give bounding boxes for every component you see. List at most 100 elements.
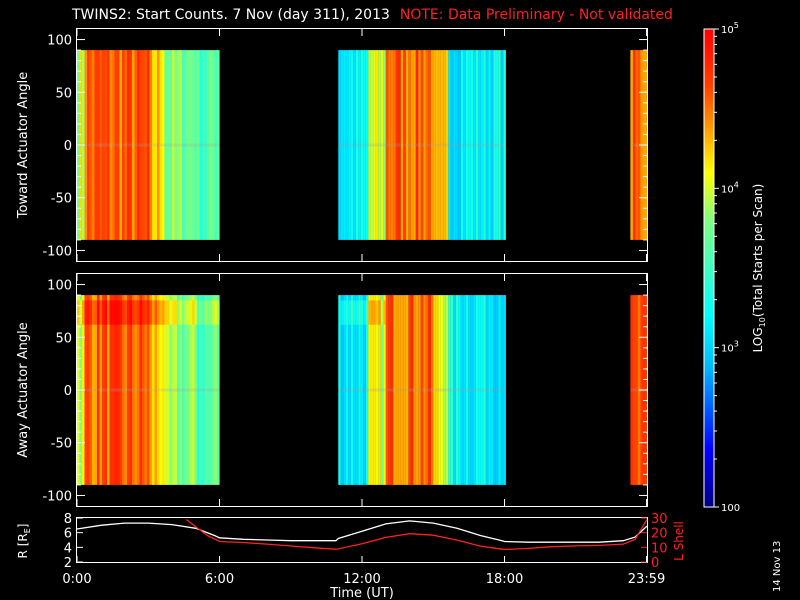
heat-column (385, 50, 389, 240)
heat-column (109, 295, 113, 485)
heat-column (122, 50, 125, 240)
heat-column (423, 295, 426, 485)
heat-band (167, 300, 170, 325)
heat-column (405, 50, 409, 240)
heat-column (455, 50, 459, 240)
heat-column (162, 295, 165, 485)
heat-band (104, 300, 108, 325)
heat-column (132, 50, 135, 240)
colorbar-tick-label: 103 (721, 340, 739, 355)
heat-band (92, 300, 95, 325)
heat-column (162, 50, 165, 240)
heat-band (134, 300, 138, 325)
heat-column (184, 295, 188, 485)
heat-column (104, 50, 108, 240)
heat-band (77, 300, 80, 325)
toward-y-axis: 100 50 0 -50 -100 (42, 29, 648, 261)
heat-band (132, 300, 135, 325)
heat-column (418, 50, 421, 240)
heat-column (117, 295, 120, 485)
heat-column (400, 295, 404, 485)
heat-column (440, 295, 444, 485)
heat-zero-line (630, 143, 647, 147)
heat-column (443, 295, 446, 485)
heat-band (89, 300, 93, 325)
x-tick-label: 12:00 (343, 572, 380, 587)
heat-column (450, 295, 454, 485)
right-y-tick-label: 10 (651, 541, 668, 556)
heat-column (164, 50, 168, 240)
heat-column (498, 50, 501, 240)
heat-column (124, 50, 128, 240)
x-tick-label: 18:00 (486, 572, 523, 587)
heat-column (495, 50, 499, 240)
colorbar-tick-label: 105 (721, 21, 739, 36)
heat-column (388, 50, 391, 240)
heat-column (124, 295, 128, 485)
heat-band (82, 300, 85, 325)
heat-column (202, 295, 205, 485)
heat-band (162, 300, 165, 325)
heat-column (425, 295, 429, 485)
heat-column (435, 295, 439, 485)
heat-column (350, 295, 354, 485)
left-y-tick-label: 2 (64, 556, 72, 571)
away-heatmap (77, 295, 648, 485)
heat-column (473, 50, 476, 240)
heat-column (172, 50, 175, 240)
heat-band (84, 300, 88, 325)
heat-column (420, 295, 424, 485)
heat-column (157, 295, 160, 485)
heat-zero-line (630, 388, 647, 392)
heat-column (475, 50, 479, 240)
heat-band (217, 300, 220, 325)
heat-column (358, 50, 361, 240)
orbit-left-ylabel: R [RE] (16, 524, 32, 559)
heat-column (380, 50, 384, 240)
x-axis-title: Time (UT) (329, 586, 394, 600)
heat-column (373, 295, 376, 485)
heat-band (137, 300, 140, 325)
heat-column (167, 50, 170, 240)
heat-band (112, 300, 115, 325)
heat-column (114, 295, 118, 485)
heat-column (393, 50, 396, 240)
heat-column (425, 50, 429, 240)
heat-column (415, 295, 419, 485)
heat-band (368, 300, 371, 325)
heat-column (500, 50, 504, 240)
heat-band (340, 300, 344, 325)
colorbar (703, 28, 715, 508)
l-shell-line (185, 518, 648, 551)
heat-band (348, 300, 351, 325)
heat-column (102, 295, 105, 485)
heat-column (465, 50, 469, 240)
title-main: TWINS2: Start Counts. 7 Nov (day 311), 2… (72, 7, 390, 23)
heat-band (179, 300, 183, 325)
heat-column (443, 50, 446, 240)
heat-zero-line (77, 388, 220, 392)
heat-column (94, 295, 98, 485)
heat-column (353, 50, 356, 240)
heat-column (84, 50, 88, 240)
heat-column (360, 50, 364, 240)
heat-band (375, 300, 379, 325)
heat-column (187, 295, 190, 485)
heat-column (89, 50, 93, 240)
heat-column (480, 50, 484, 240)
heat-column (468, 50, 471, 240)
heat-column (485, 50, 489, 240)
heat-column (450, 50, 454, 240)
y-tick-label: -50 (51, 192, 72, 207)
heat-column (174, 295, 178, 485)
heat-column (490, 50, 494, 240)
title-note: NOTE: Data Preliminary - Not validated (399, 7, 673, 23)
heat-column (463, 295, 466, 485)
heat-column (84, 295, 88, 485)
heat-column (137, 50, 140, 240)
heat-column (149, 295, 153, 485)
heat-column (338, 295, 341, 485)
heat-column (428, 50, 431, 240)
heat-column (122, 295, 125, 485)
